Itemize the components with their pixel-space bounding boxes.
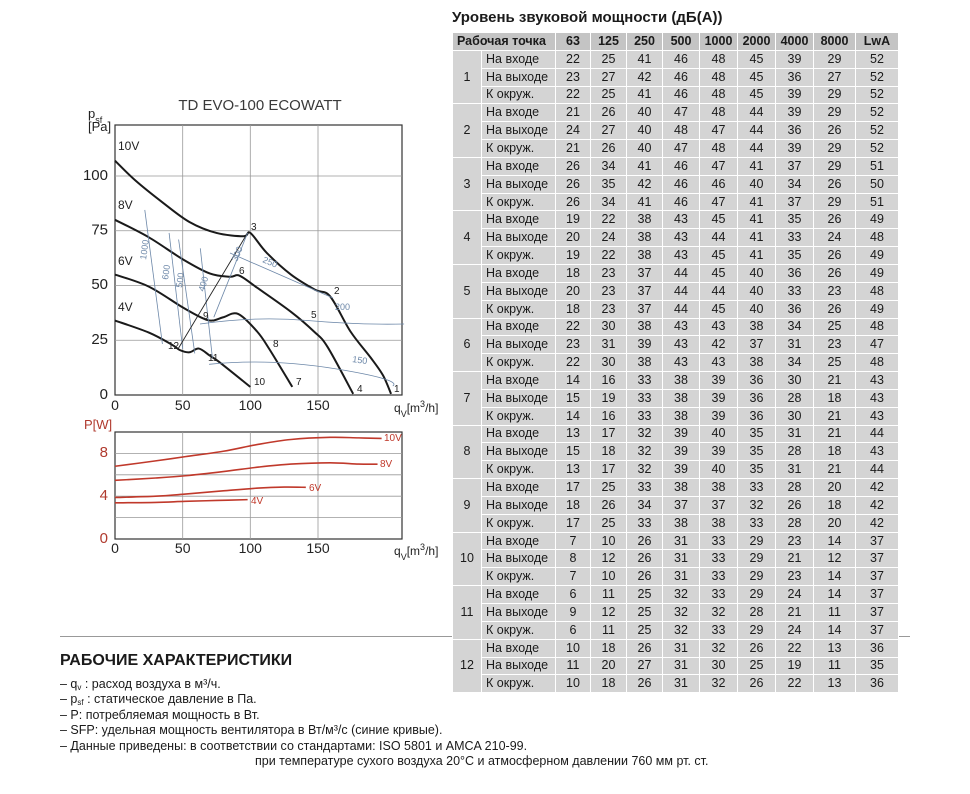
svg-text:6V: 6V (118, 254, 133, 268)
svg-text:150: 150 (306, 397, 330, 413)
svg-text:600: 600 (160, 264, 172, 280)
svg-text:9: 9 (203, 311, 209, 322)
svg-text:4: 4 (357, 384, 363, 395)
svg-text:4V: 4V (251, 496, 264, 507)
svg-text:8V: 8V (118, 198, 133, 212)
svg-text:4: 4 (100, 487, 108, 504)
svg-text:qV[m3/h]: qV[m3/h] (394, 399, 438, 419)
svg-text:8V: 8V (380, 459, 393, 470)
svg-text:50: 50 (91, 276, 108, 293)
svg-text:5: 5 (311, 310, 317, 321)
svg-text:10: 10 (254, 377, 266, 388)
svg-text:6: 6 (239, 266, 245, 277)
svg-text:25: 25 (91, 331, 108, 348)
svg-text:7: 7 (296, 377, 302, 388)
svg-text:3: 3 (251, 222, 257, 233)
svg-text:100: 100 (83, 167, 108, 184)
svg-text:1000: 1000 (138, 239, 151, 260)
svg-text:0: 0 (100, 530, 108, 547)
svg-text:500: 500 (174, 272, 186, 288)
svg-text:11: 11 (208, 353, 219, 364)
svg-text:1: 1 (394, 384, 400, 395)
svg-text:8: 8 (273, 339, 279, 350)
svg-text:300: 300 (230, 245, 245, 263)
svg-text:10V: 10V (384, 433, 402, 444)
svg-text:4V: 4V (118, 300, 133, 314)
svg-text:150: 150 (306, 540, 330, 556)
svg-text:0: 0 (111, 540, 119, 556)
svg-text:100: 100 (239, 397, 263, 413)
svg-text:P[W]: P[W] (84, 417, 112, 432)
svg-text:0: 0 (111, 397, 119, 413)
svg-text:8: 8 (100, 444, 108, 461)
svg-text:100: 100 (239, 540, 263, 556)
svg-text:400: 400 (196, 275, 210, 292)
svg-text:0: 0 (100, 386, 108, 403)
svg-text:150: 150 (352, 354, 368, 366)
svg-text:6V: 6V (309, 483, 322, 494)
svg-text:qV[m3/h]: qV[m3/h] (394, 542, 438, 562)
svg-text:10V: 10V (118, 139, 139, 153)
svg-text:75: 75 (91, 222, 108, 239)
svg-text:50: 50 (175, 397, 191, 413)
svg-text:50: 50 (175, 540, 191, 556)
svg-text:12: 12 (168, 341, 180, 352)
svg-text:2: 2 (334, 286, 340, 297)
svg-text:[Pa]: [Pa] (88, 119, 111, 134)
svg-text:200: 200 (335, 302, 350, 312)
